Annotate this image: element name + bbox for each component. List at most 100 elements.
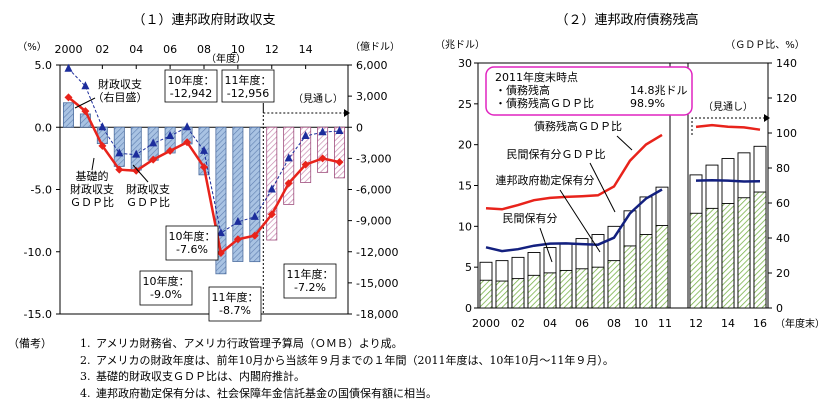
- fiscal-balance-chart: （１）連邦政府財政収支 （%） （億ドル） （年度） 5.0 0.0 -5.0 -10.0 -1…: [17, 13, 400, 322]
- chart1-forecast-arrow: [344, 109, 350, 117]
- chart2-x-tick-label: 08: [607, 317, 621, 330]
- chart2-x-tick-label: 10: [634, 317, 648, 330]
- chart1-note-fy10-primary: 10年度：-7.6%: [169, 229, 216, 256]
- chart1-ratio-marker: [132, 166, 141, 175]
- chart1-ratio-label: 財政収支ＧＤＰ比: [126, 182, 170, 209]
- chart1-primary-marker: [267, 184, 276, 193]
- chart2-right-tick-label: 60: [776, 197, 790, 210]
- chart1-ratio-marker: [267, 210, 276, 219]
- chart1-leader: [91, 157, 95, 171]
- chart2-info-box: [485, 66, 693, 116]
- chart1-ratio-marker: [115, 165, 124, 174]
- chart2-left-tick-label: 20: [458, 139, 472, 152]
- chart2-right-tick-label: 40: [776, 232, 790, 245]
- note-row: 3. 基礎的財政収支ＧＤＰ比は、内閣府推計。: [8, 369, 614, 386]
- chart2-x-tick-label: 06: [575, 317, 589, 330]
- chart1-bar: [334, 126, 346, 179]
- note-text: アメリカの財政年度は、前年10月から当該年９月までの１年間（2011年度は、10…: [96, 353, 614, 367]
- chart1-primary-marker: [200, 145, 208, 154]
- chart1-x-tick-label: 12: [265, 43, 279, 56]
- chart2-private-ratio-line: [695, 179, 761, 183]
- chart1-primary-marker: [250, 211, 259, 220]
- chart1-x-tick-label: 06: [163, 43, 177, 56]
- note-row: （備考） 1. アメリカ財務省、アメリカ行政管理予算局（ＯＭＢ）より成。: [8, 336, 614, 353]
- chart2-bar-private: [543, 272, 557, 309]
- chart2-info-row2-label: ・債務残高ＧＤＰ比: [495, 96, 594, 110]
- chart1-note-fy10-primary-box: [165, 225, 219, 261]
- chart1-primary-line: [68, 68, 340, 234]
- chart2-bar-private: [527, 274, 541, 309]
- chart1-note-fy11-ratio: 11年度：-8.7%: [212, 290, 259, 317]
- chart1-bar: [62, 102, 74, 128]
- chart1-primary-marker: [64, 63, 73, 72]
- notes: （備考） 1. アメリカ財務省、アメリカ行政管理予算局（ＯＭＢ）より成。 2. …: [8, 336, 614, 402]
- chart2-info-row1-label: ・債務残高: [495, 83, 550, 97]
- chart1-x-tick-label: 02: [95, 43, 109, 56]
- chart1-right-tick-label: -12,000: [356, 246, 398, 259]
- chart1-ratio-marker: [233, 235, 242, 244]
- chart1-right-tick-label: -9,000: [356, 215, 391, 228]
- chart1-left-unit: （%）: [17, 41, 47, 53]
- chart2-leader: [616, 135, 633, 151]
- chart1-x-tick-label: 10: [231, 43, 245, 56]
- chart1-primary-marker: [216, 228, 225, 237]
- chart1-bar-label: 財政収支（右目盛）: [93, 77, 148, 104]
- chart2-right-tick-label: 100: [776, 127, 797, 140]
- chart2-bar-private: [705, 207, 719, 309]
- chart1-right-tick-label: -6,000: [356, 184, 391, 197]
- chart2-left-tick-label: 5: [465, 261, 472, 274]
- note-text: アメリカ財務省、アメリカ行政管理予算局（ＯＭＢ）より成。: [96, 337, 403, 350]
- chart1-primary-marker: [233, 216, 242, 225]
- chart1-x-tick-label: 08: [197, 43, 211, 56]
- chart2-x-tick-label: 16: [753, 317, 767, 330]
- chart2-private-label: 民間保有分: [503, 211, 558, 225]
- chart2-bar-private: [559, 269, 573, 309]
- note-row: 2. アメリカの財政年度は、前年10月から当該年９月までの１年間（2011年度は…: [8, 353, 614, 370]
- chart2-x-tick-label: 12: [689, 317, 703, 330]
- chart2-leader: [589, 162, 616, 213]
- chart1-primary-marker: [115, 148, 124, 157]
- chart2-bar-private: [495, 280, 509, 309]
- chart2-x-tick-label: 2000: [472, 317, 500, 330]
- chart2-x-tick-label: 14: [721, 317, 735, 330]
- chart2-left-tick-label: 30: [458, 57, 472, 70]
- chart2-left-unit: （兆ドル）: [435, 39, 485, 51]
- chart1-ratio-marker: [284, 179, 293, 188]
- chart1-bar: [266, 126, 278, 241]
- chart1-bar: [232, 126, 244, 262]
- chart1-right-tick-label: 6,000: [356, 59, 388, 72]
- chart2-bar-private: [753, 191, 767, 309]
- chart1-primary-marker: [183, 122, 192, 131]
- chart2-government-account-label: 連邦政府勘定保有分: [496, 173, 595, 187]
- chart1-bar: [113, 126, 125, 167]
- chart2-left-tick-label: 10: [458, 220, 472, 233]
- chart2-bar-private: [511, 278, 525, 309]
- chart2-left-tick-label: 0: [465, 302, 472, 315]
- chart1-x-tick-label: 2000: [54, 43, 82, 56]
- chart2-bar-private: [607, 260, 621, 309]
- chart1-ratio-marker: [149, 155, 158, 164]
- chart2-leader: [559, 189, 601, 253]
- chart1-primary-label: 基礎的財政収支ＧＤＰ比: [70, 169, 114, 209]
- chart2-right-tick-label: 120: [776, 92, 797, 105]
- chart1-bar: [300, 126, 312, 183]
- chart1-note-fy11-balance-box: [221, 69, 275, 103]
- chart2-forecast-arrow: [764, 114, 770, 122]
- note-number: 3.: [80, 370, 91, 383]
- chart2-private-ratio-line: [485, 188, 663, 253]
- note-number: 4.: [80, 386, 91, 400]
- chart1-x-tick-label: 04: [129, 43, 143, 56]
- chart1-forecast-bracket: [262, 105, 344, 114]
- notes-label: （備考）: [8, 337, 52, 350]
- chart1-year-label: （年度）: [206, 52, 246, 65]
- chart1-left-tick-label: 5.0: [35, 59, 53, 72]
- chart1-ratio-marker: [250, 231, 259, 240]
- chart2-bar-private: [639, 234, 653, 309]
- chart2-right-unit: （ＧＤＰ比、%）: [725, 39, 805, 51]
- chart2-left-tick-label: 25: [458, 98, 472, 111]
- chart2-info-title: 2011年度末時点: [495, 70, 578, 84]
- chart2-bar-private: [479, 279, 493, 309]
- chart2-left-tick-label: 15: [458, 180, 472, 193]
- chart1-right-tick-label: -18,000: [356, 308, 398, 321]
